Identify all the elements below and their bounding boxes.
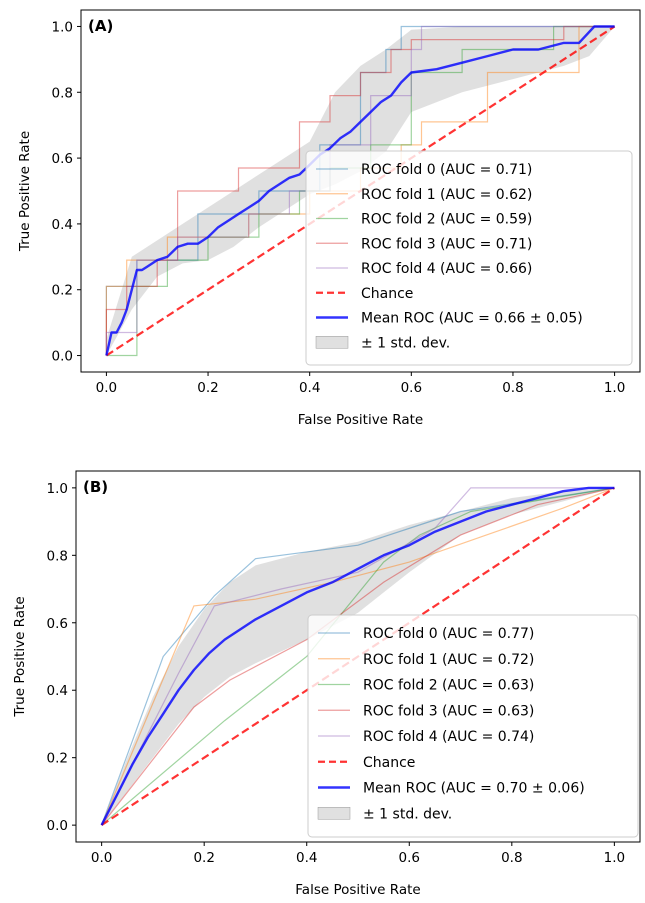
legend-entry-fold-1-label: ROC fold 1 (AUC = 0.62) (361, 187, 532, 203)
legend-entry-fold-1-label: ROC fold 1 (AUC = 0.72) (363, 652, 534, 668)
roc-fold-3-line (101, 487, 615, 826)
mean-roc-layer (105, 25, 615, 356)
y-tick-label: 0.6 (52, 151, 73, 167)
y-tick-label: 0.4 (52, 217, 73, 233)
roc-fold-4-line (105, 25, 615, 356)
x-tick-label: 0.2 (193, 850, 214, 866)
roc-fold-0-line (101, 487, 615, 826)
legend-entry-fold-3-label: ROC fold 3 (AUC = 0.63) (363, 703, 534, 719)
plot-frame (75, 470, 641, 843)
legend-entry-fold-0-label: ROC fold 0 (AUC = 0.77) (363, 626, 534, 642)
legend-entry-chance-label: Chance (361, 286, 413, 302)
legend-entry-std-label: ± 1 std. dev. (363, 806, 452, 822)
y-tick-label: 0.8 (47, 548, 68, 564)
legend-entry-mean-label: Mean ROC (AUC = 0.66 ± 0.05) (361, 311, 583, 327)
panel-a: 0.0 0.2 0.4 0.6 0.8 1.0 0.0 0.2 0.4 0.6 0.8 1.0 (A)… (17, 9, 641, 428)
x-tick-label: 0.2 (197, 380, 218, 396)
legend-entry-fold-3-label: ROC fold 3 (AUC = 0.71) (361, 236, 532, 252)
y-tick-label: 0.6 (47, 616, 68, 632)
y-tick-label: 0.0 (52, 349, 73, 365)
x-tick-label: 0.6 (399, 850, 420, 866)
y-tick-label: 0.2 (52, 283, 73, 299)
legend: ROC fold 0 (AUC = 0.77) ROC fold 1 (AUC =… (307, 614, 639, 838)
y-tick-label: 0.0 (47, 818, 68, 834)
legend-entry-chance-label: Chance (363, 755, 415, 771)
panel-label: (B) (83, 478, 108, 496)
x-tick-label: 1.0 (604, 380, 625, 396)
legend-box (307, 614, 639, 838)
ticks-layer: 0.0 0.2 0.4 0.6 0.8 1.0 0.0 0.2 0.4 0.6 0.8 1.0 (47, 481, 626, 866)
legend-entry-std-swatch (317, 807, 351, 820)
std-band-layer (101, 487, 615, 826)
mean-roc-line (100, 486, 615, 826)
legend-entry-std-swatch (315, 336, 349, 349)
roc-fold-2-line (101, 487, 615, 826)
legend-entry-std-label: ± 1 std. dev. (361, 335, 450, 351)
legend-box (305, 150, 633, 366)
legend-entry-mean-label: Mean ROC (AUC = 0.70 ± 0.06) (363, 781, 585, 797)
y-tick-label: 1.0 (47, 481, 68, 497)
legend-entry-fold-2-label: ROC fold 2 (AUC = 0.63) (363, 678, 534, 694)
roc-fold-4-line (101, 487, 615, 826)
x-axis-label: False Positive Rate (295, 882, 420, 898)
plot-frame (80, 9, 641, 373)
legend-entry-fold-4-label: ROC fold 4 (AUC = 0.66) (361, 261, 532, 277)
y-tick-label: 0.4 (47, 683, 68, 699)
legend-entry-fold-0-label: ROC fold 0 (AUC = 0.71) (361, 162, 532, 178)
roc-fold-3-line (105, 25, 615, 356)
roc-fold-1-line (101, 487, 615, 826)
x-tick-label: 0.8 (502, 380, 523, 396)
std-dev-band (101, 487, 615, 826)
panel-b: 0.0 0.2 0.4 0.6 0.8 1.0 0.0 0.2 0.4 0.6 0.8 1.0 (B)… (12, 470, 641, 898)
legend-entry-fold-4-label: ROC fold 4 (AUC = 0.74) (363, 729, 534, 745)
x-tick-label: 1.0 (604, 850, 625, 866)
legend-entry-fold-2-label: ROC fold 2 (AUC = 0.59) (361, 212, 532, 228)
x-tick-label: 0.4 (296, 850, 317, 866)
y-tick-label: 0.8 (52, 85, 73, 101)
legend: ROC fold 0 (AUC = 0.71) ROC fold 1 (AUC =… (305, 150, 633, 366)
x-axis-label: False Positive Rate (298, 412, 423, 428)
ticks-layer: 0.0 0.2 0.4 0.6 0.8 1.0 0.0 0.2 0.4 0.6 0.8 1.0 (52, 19, 626, 396)
mean-roc-layer (100, 486, 615, 826)
fold-lines-layer (101, 487, 615, 826)
x-tick-label: 0.6 (401, 380, 422, 396)
y-axis-label: True Positive Rate (12, 596, 28, 717)
mean-roc-line (105, 25, 615, 356)
x-tick-label: 0.4 (299, 380, 320, 396)
x-tick-label: 0.8 (501, 850, 522, 866)
y-tick-label: 0.2 (47, 751, 68, 767)
x-tick-label: 0.0 (91, 850, 112, 866)
panel-label: (A) (88, 17, 113, 35)
y-axis-label: True Positive Rate (17, 131, 33, 252)
x-tick-label: 0.0 (96, 380, 117, 396)
y-tick-label: 1.0 (52, 19, 73, 35)
